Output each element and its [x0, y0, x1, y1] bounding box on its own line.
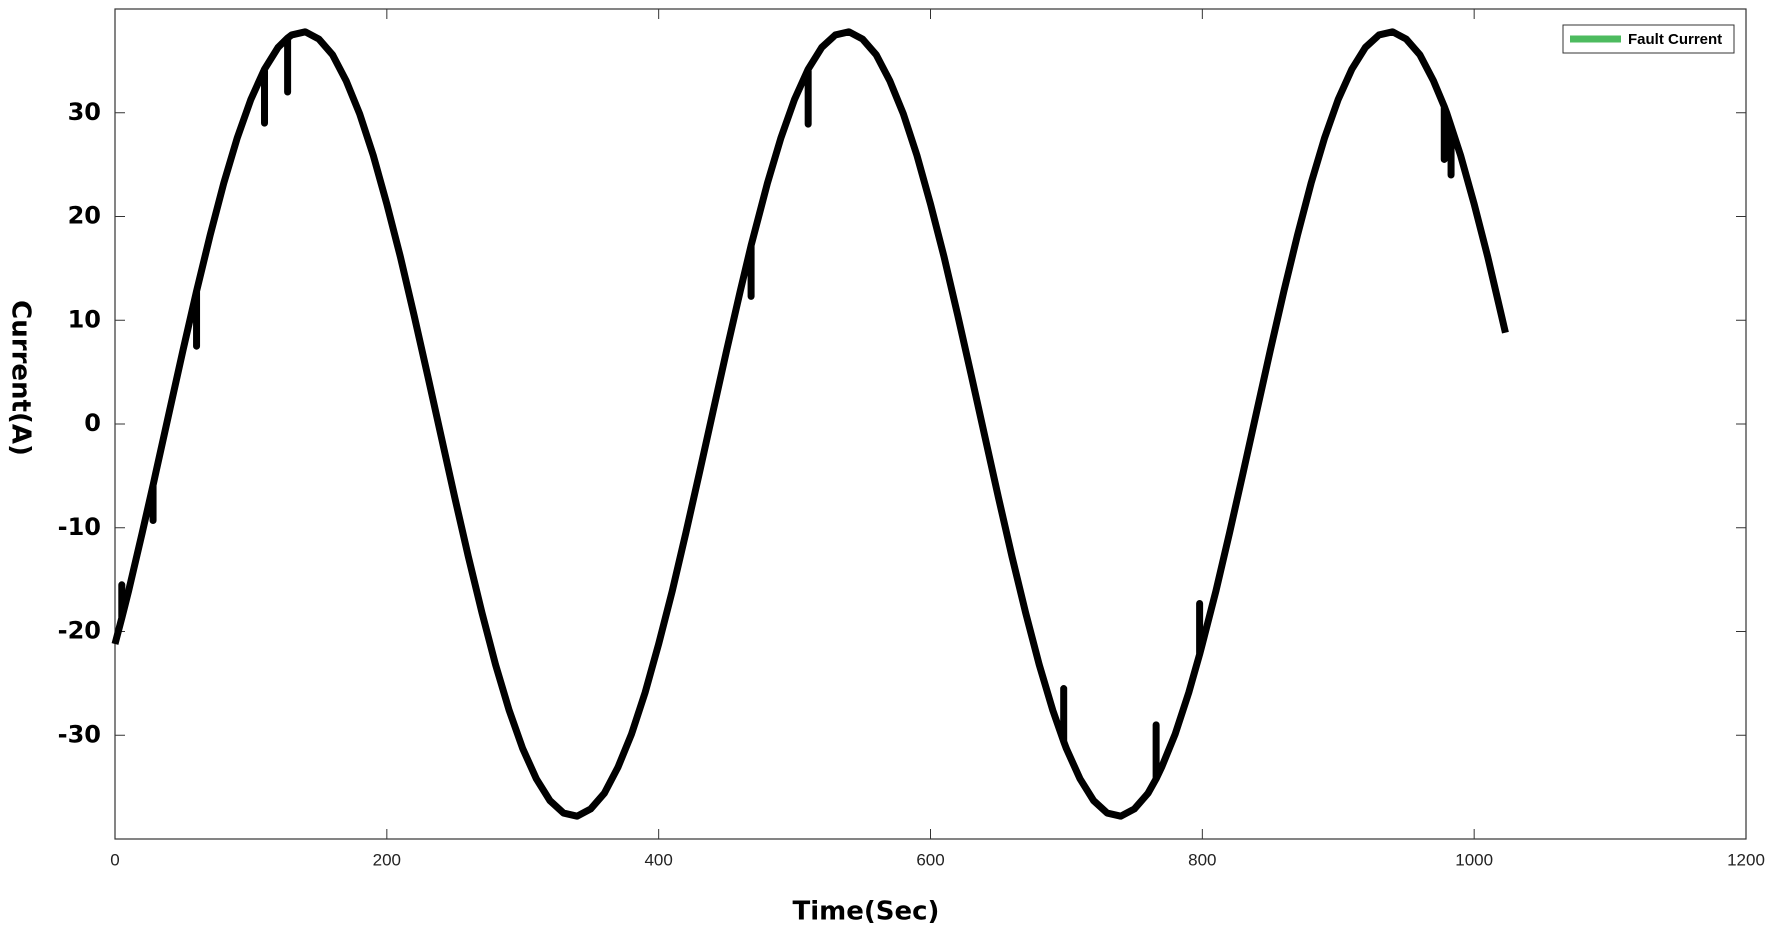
y-tick-label: 10 [68, 305, 101, 333]
x-tick-label: 200 [373, 850, 401, 869]
y-tick-label: -30 [58, 720, 101, 748]
x-tick-label: 400 [644, 850, 672, 869]
y-tick-label: 20 [68, 202, 101, 230]
legend-label: Fault Current [1628, 31, 1722, 48]
x-tick-label: 600 [916, 850, 944, 869]
x-tick-label: 800 [1188, 850, 1216, 869]
plot-frame [114, 8, 1747, 840]
y-axis-label: Current(A) [6, 300, 36, 456]
y-tick-label: -10 [58, 513, 101, 541]
x-axis-label: Time(Sec) [793, 897, 940, 927]
data-line [111, 28, 1509, 820]
y-tick-label: -20 [58, 617, 101, 645]
x-tick-label: 1000 [1455, 850, 1493, 869]
x-tick-label: 1200 [1727, 850, 1765, 869]
x-tick-label: 0 [110, 850, 119, 869]
y-tick-label: 30 [68, 98, 101, 126]
y-tick-label: 0 [84, 409, 101, 437]
